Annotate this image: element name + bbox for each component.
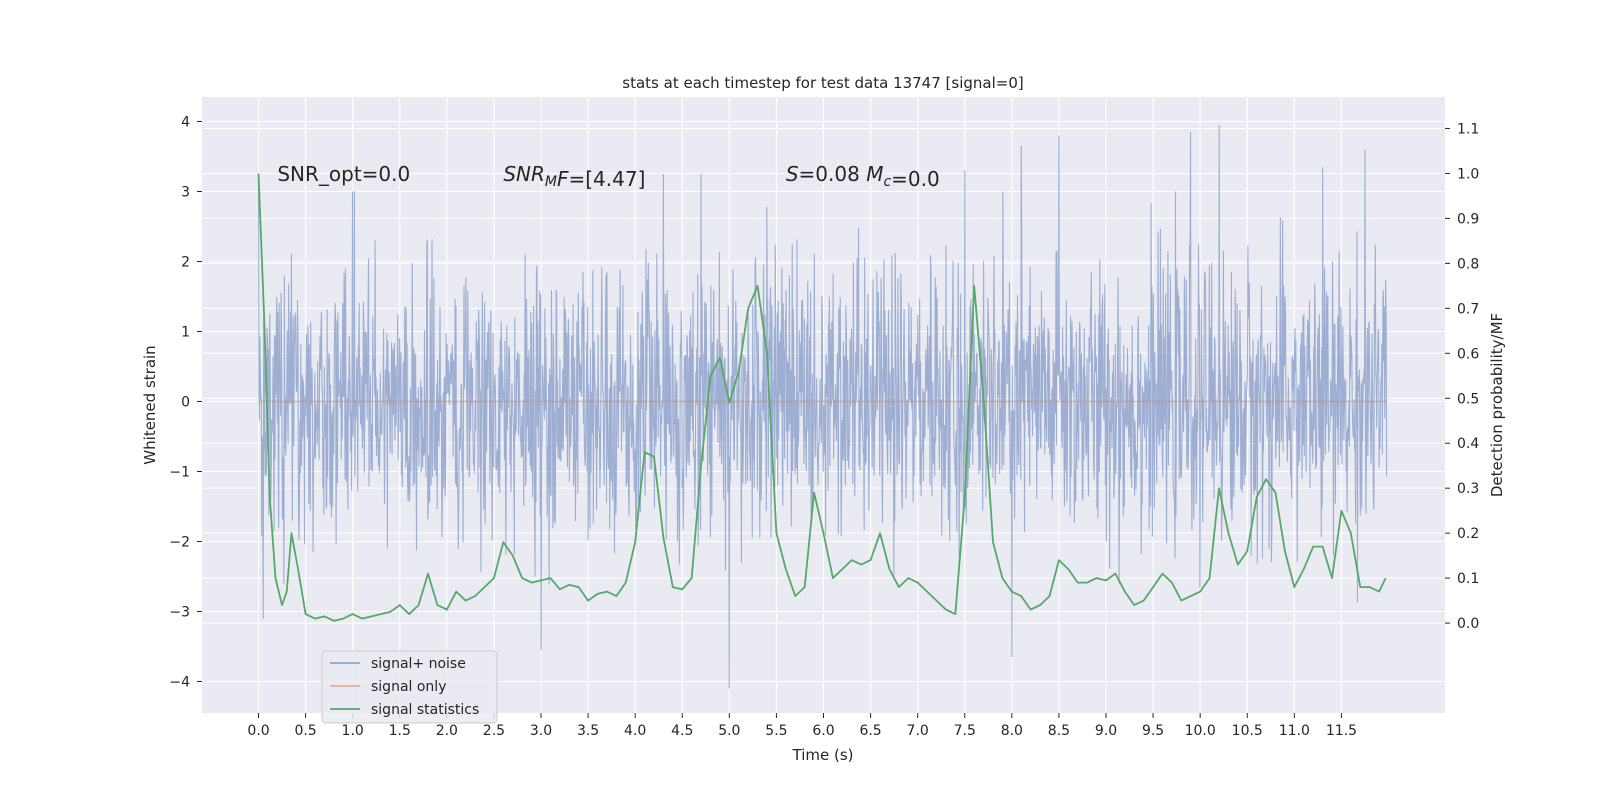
y-right-tick-label-6: 0.6	[1457, 346, 1479, 362]
y-axis-right-label: Detection probability/MF	[1488, 313, 1506, 497]
y-axis-right: 0.0 0.1 0.2 0.3 0.4 0.5 0.6 0.7 0.8 0.9 1.0 1.1	[1445, 121, 1479, 632]
y-tick-label-5: 1	[181, 325, 190, 341]
y-tick-label-2: −2	[169, 535, 190, 551]
x-tick-label-18: 9.0	[1095, 723, 1117, 739]
y-tick-label-4: 0	[181, 395, 190, 411]
y-right-tick-label-0: 0.0	[1457, 616, 1479, 632]
y-right-tick-label-10: 1.0	[1457, 166, 1479, 182]
annotations: SNR_opt=0.0 SNRMF=[4.47] S=0.08 Mc=0.0	[277, 162, 939, 191]
x-axis: 0.0 0.5 1.0 1.5 2.0 2.5 3.0 3.5 4.0 4.5 5.0 5.5 6.0 6…	[247, 713, 1357, 739]
x-tick-label-21: 10.5	[1232, 723, 1263, 739]
x-tick-label-14: 7.0	[907, 723, 929, 739]
annotation-2: S=0.08 Mc=0.0	[786, 162, 940, 191]
x-tick-label-16: 8.0	[1001, 723, 1023, 739]
x-tick-label-22: 11.0	[1279, 723, 1310, 739]
x-tick-label-8: 4.0	[624, 723, 646, 739]
y-right-tick-label-5: 0.5	[1457, 391, 1479, 407]
x-tick-label-19: 9.5	[1142, 723, 1164, 739]
y-axis-label: Whitened strain	[141, 345, 159, 464]
y-right-tick-label-1: 0.1	[1457, 571, 1479, 587]
y-right-tick-label-4: 0.4	[1457, 436, 1479, 452]
x-tick-label-10: 5.0	[718, 723, 740, 739]
x-tick-label-13: 6.5	[859, 723, 881, 739]
y-right-tick-label-9: 0.9	[1457, 211, 1479, 227]
legend-box	[321, 650, 498, 724]
y-axis-left: −4 −3 −2 −1 0 1 2 3 4	[169, 115, 202, 691]
x-tick-label-23: 11.5	[1326, 723, 1357, 739]
x-tick-label-20: 10.0	[1185, 723, 1216, 739]
y-tick-label-8: 4	[181, 115, 190, 131]
legend-label-statistics: signal statistics	[371, 702, 479, 718]
y-tick-label-6: 2	[181, 255, 190, 271]
x-tick-label-15: 7.5	[954, 723, 976, 739]
series-signal-noise	[257, 124, 1388, 689]
legend: signal+ noise signal only signal statist…	[321, 650, 498, 724]
x-tick-label-4: 2.0	[436, 723, 458, 739]
y-right-tick-label-2: 0.2	[1457, 526, 1479, 542]
x-axis-label: Time (s)	[792, 746, 854, 764]
series-layer	[257, 124, 1388, 689]
series-signal-statistics	[257, 173, 1387, 622]
y-tick-label-3: −1	[169, 465, 190, 481]
x-tick-label-0: 0.0	[247, 723, 269, 739]
annotation-1: SNRMF=[4.47]	[503, 162, 645, 191]
x-tick-label-17: 8.5	[1048, 723, 1070, 739]
y-right-tick-label-11: 1.1	[1457, 121, 1479, 137]
x-tick-label-7: 3.5	[577, 723, 599, 739]
x-tick-label-5: 2.5	[483, 723, 505, 739]
y-tick-label-0: −4	[169, 675, 190, 691]
x-tick-label-3: 1.5	[389, 723, 411, 739]
x-tick-label-11: 5.5	[765, 723, 787, 739]
y-right-tick-label-8: 0.8	[1457, 256, 1479, 272]
y-right-tick-label-7: 0.7	[1457, 301, 1479, 317]
x-tick-label-1: 0.5	[294, 723, 316, 739]
legend-label-signal: signal only	[371, 679, 446, 695]
legend-label-noise: signal+ noise	[371, 656, 466, 672]
x-tick-label-12: 6.0	[812, 723, 834, 739]
chart-title: stats at each timestep for test data 137…	[622, 74, 1023, 92]
x-tick-label-9: 4.5	[671, 723, 693, 739]
y-right-tick-label-3: 0.3	[1457, 481, 1479, 497]
x-tick-label-6: 3.0	[530, 723, 552, 739]
y-tick-label-7: 3	[181, 185, 190, 201]
annotation-0: SNR_opt=0.0	[277, 162, 410, 186]
y-tick-label-1: −3	[169, 605, 190, 621]
x-tick-label-2: 1.0	[342, 723, 364, 739]
